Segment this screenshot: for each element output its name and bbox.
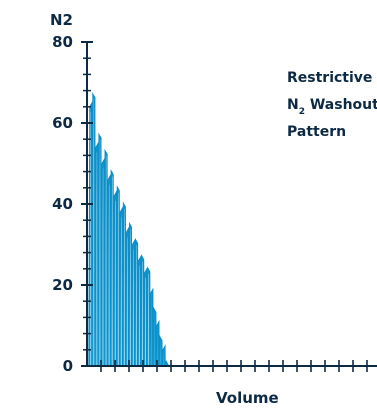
washout-curve: [88, 91, 171, 367]
y-tick-label: 60: [52, 114, 73, 132]
y-tick-labels: 0 20 40 60 80: [52, 33, 73, 375]
y-axis-title: N2: [50, 11, 73, 29]
annotation-line-2: N2 Washout: [287, 97, 377, 117]
annotation-washout: Washout: [305, 97, 377, 113]
y-tick-label: 0: [63, 357, 73, 375]
annotation-line-3: Pattern: [287, 124, 346, 140]
axis-ticks: [81, 41, 368, 372]
annotation-line-1: Restrictive: [287, 70, 372, 86]
annotation-n: N: [287, 97, 299, 113]
y-tick-label: 20: [52, 276, 73, 294]
annotation-sub: 2: [299, 107, 305, 117]
x-axis-title: Volume: [216, 389, 279, 407]
y-tick-label: 40: [52, 195, 73, 213]
washout-outline: [88, 91, 171, 367]
y-tick-label: 80: [52, 33, 73, 51]
